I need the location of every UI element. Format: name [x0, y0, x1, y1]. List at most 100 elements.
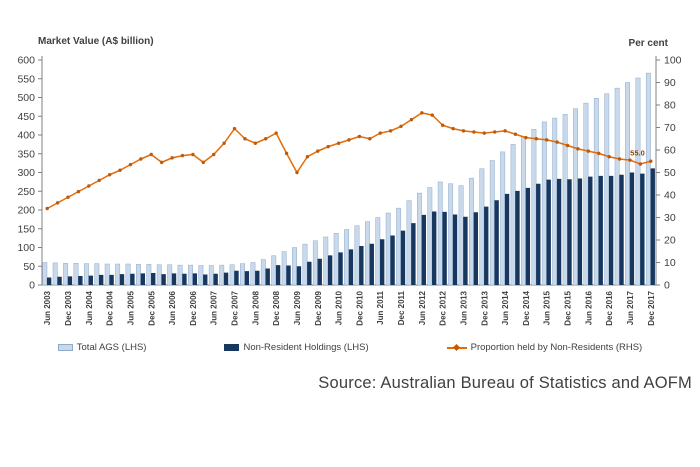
total-ags-bar: [354, 225, 360, 286]
total-ags-bar: [281, 251, 287, 286]
x-axis-tick-label: Dec 2012: [439, 290, 448, 325]
legend-item-non-resident: Non-Resident Holdings (LHS): [224, 342, 369, 353]
total-ags-bar: [250, 262, 256, 286]
total-ags-bar: [94, 263, 100, 286]
non-resident-bar: [390, 235, 395, 285]
non-resident-bar: [411, 223, 416, 285]
x-axis-tick-label: Dec 2016: [605, 290, 614, 325]
non-resident-bar: [244, 271, 250, 285]
x-axis-tick-label: Jun 2005: [126, 290, 135, 325]
non-resident-bar: [608, 175, 614, 285]
proportion-marker: [576, 147, 580, 151]
total-ags-bar: [510, 144, 516, 286]
non-resident-bar: [640, 173, 645, 285]
non-resident-bar: [400, 230, 406, 285]
total-ags-bar: [156, 264, 162, 286]
proportion-marker: [326, 144, 330, 149]
non-resident-bar: [182, 273, 187, 285]
non-resident-bar: [494, 200, 499, 285]
proportion-marker: [180, 153, 185, 158]
left-axis-tick-label: 450: [17, 111, 35, 123]
x-axis-tick-label: Jun 2016: [584, 290, 593, 325]
non-resident-bar: [203, 274, 208, 285]
proportion-marker: [649, 159, 653, 163]
proportion-marker: [534, 137, 539, 141]
non-resident-bar: [78, 276, 83, 285]
proportion-marker: [274, 131, 278, 135]
total-ags-bar: [302, 243, 308, 286]
proportion-marker: [159, 160, 164, 165]
total-ags-bar: [219, 264, 225, 286]
non-resident-bar: [567, 179, 572, 285]
source-attribution: Source: Australian Bureau of Statistics …: [318, 374, 692, 392]
total-ags-swatch-icon: [57, 344, 73, 351]
x-axis-tick-label: Dec 2009: [314, 290, 323, 325]
proportion-marker: [357, 134, 362, 139]
total-ags-bar: [375, 217, 381, 286]
total-ags-bar: [416, 192, 422, 286]
non-resident-bar: [57, 276, 62, 285]
x-axis-tick-label: Dec 2003: [64, 290, 73, 325]
total-ags-bar: [489, 160, 495, 286]
total-ags-bar: [583, 102, 589, 286]
total-ags-bar: [292, 247, 297, 286]
total-ags-bar: [645, 72, 651, 286]
total-ags-bar: [406, 200, 412, 286]
left-axis-tick-label: 500: [17, 92, 35, 104]
non-resident-bar: [504, 193, 510, 285]
left-axis-tick-label: 550: [17, 73, 35, 85]
non-resident-bar: [307, 261, 312, 285]
total-ags-bar: [364, 221, 370, 286]
non-resident-bar: [577, 178, 583, 285]
legend-label: Non-Resident Holdings (LHS): [243, 342, 369, 353]
proportion-marker: [503, 129, 507, 133]
total-ags-bar: [531, 129, 537, 286]
non-resident-bar: [525, 187, 531, 285]
legend: Total AGS (LHS) Non-Resident Holdings (L…: [0, 342, 700, 353]
total-ags-bar: [469, 177, 474, 286]
proportion-marker: [347, 138, 351, 142]
non-resident-bar: [99, 274, 104, 285]
legend-label: Proportion held by Non-Residents (RHS): [470, 342, 643, 353]
non-resident-bar: [338, 252, 343, 285]
x-axis-tick-label: Dec 2005: [147, 290, 156, 325]
total-ags-bar: [229, 264, 235, 286]
total-ags-bar: [136, 264, 141, 286]
right-axis-title: Per cent: [628, 38, 668, 49]
x-axis-tick-label: Dec 2011: [397, 290, 406, 325]
right-axis-tick-label: 70: [664, 122, 676, 134]
proportion-marker: [191, 152, 195, 157]
proportion-marker: [284, 151, 289, 156]
proportion-marker: [212, 152, 216, 157]
non-resident-bar: [88, 275, 93, 285]
total-ags-bar: [333, 233, 339, 286]
proportion-marker: [617, 157, 622, 161]
total-ags-bar: [427, 187, 433, 286]
non-resident-bar: [359, 246, 364, 285]
total-ags-bar: [437, 181, 443, 286]
left-axis-tick-label: 400: [17, 130, 35, 142]
proportion-marker: [420, 111, 424, 115]
non-resident-bar: [192, 273, 198, 285]
proportion-marker: [628, 158, 632, 162]
proportion-marker: [492, 130, 497, 134]
non-resident-bar: [46, 277, 52, 285]
non-resident-bar: [421, 214, 426, 285]
total-ags-bar: [635, 77, 641, 286]
x-axis-tick-label: Jun 2012: [418, 290, 427, 325]
proportion-marker: [305, 155, 310, 159]
proportion-marker: [586, 149, 591, 153]
non-resident-bar: [598, 175, 603, 285]
x-axis-tick-label: Dec 2017: [647, 290, 656, 325]
proportion-marker: [545, 138, 549, 142]
total-ags-bar: [614, 87, 620, 286]
total-ags-bar: [63, 263, 69, 286]
proportion-marker: [87, 184, 91, 188]
total-ags-bar: [604, 93, 610, 286]
non-resident-bar: [67, 276, 73, 285]
non-resident-bar: [286, 265, 291, 285]
x-axis-tick-label: Dec 2007: [231, 290, 240, 325]
total-ags-bar: [115, 263, 121, 286]
non-resident-bar: [452, 214, 458, 285]
x-axis-tick-label: Dec 2004: [106, 290, 115, 325]
